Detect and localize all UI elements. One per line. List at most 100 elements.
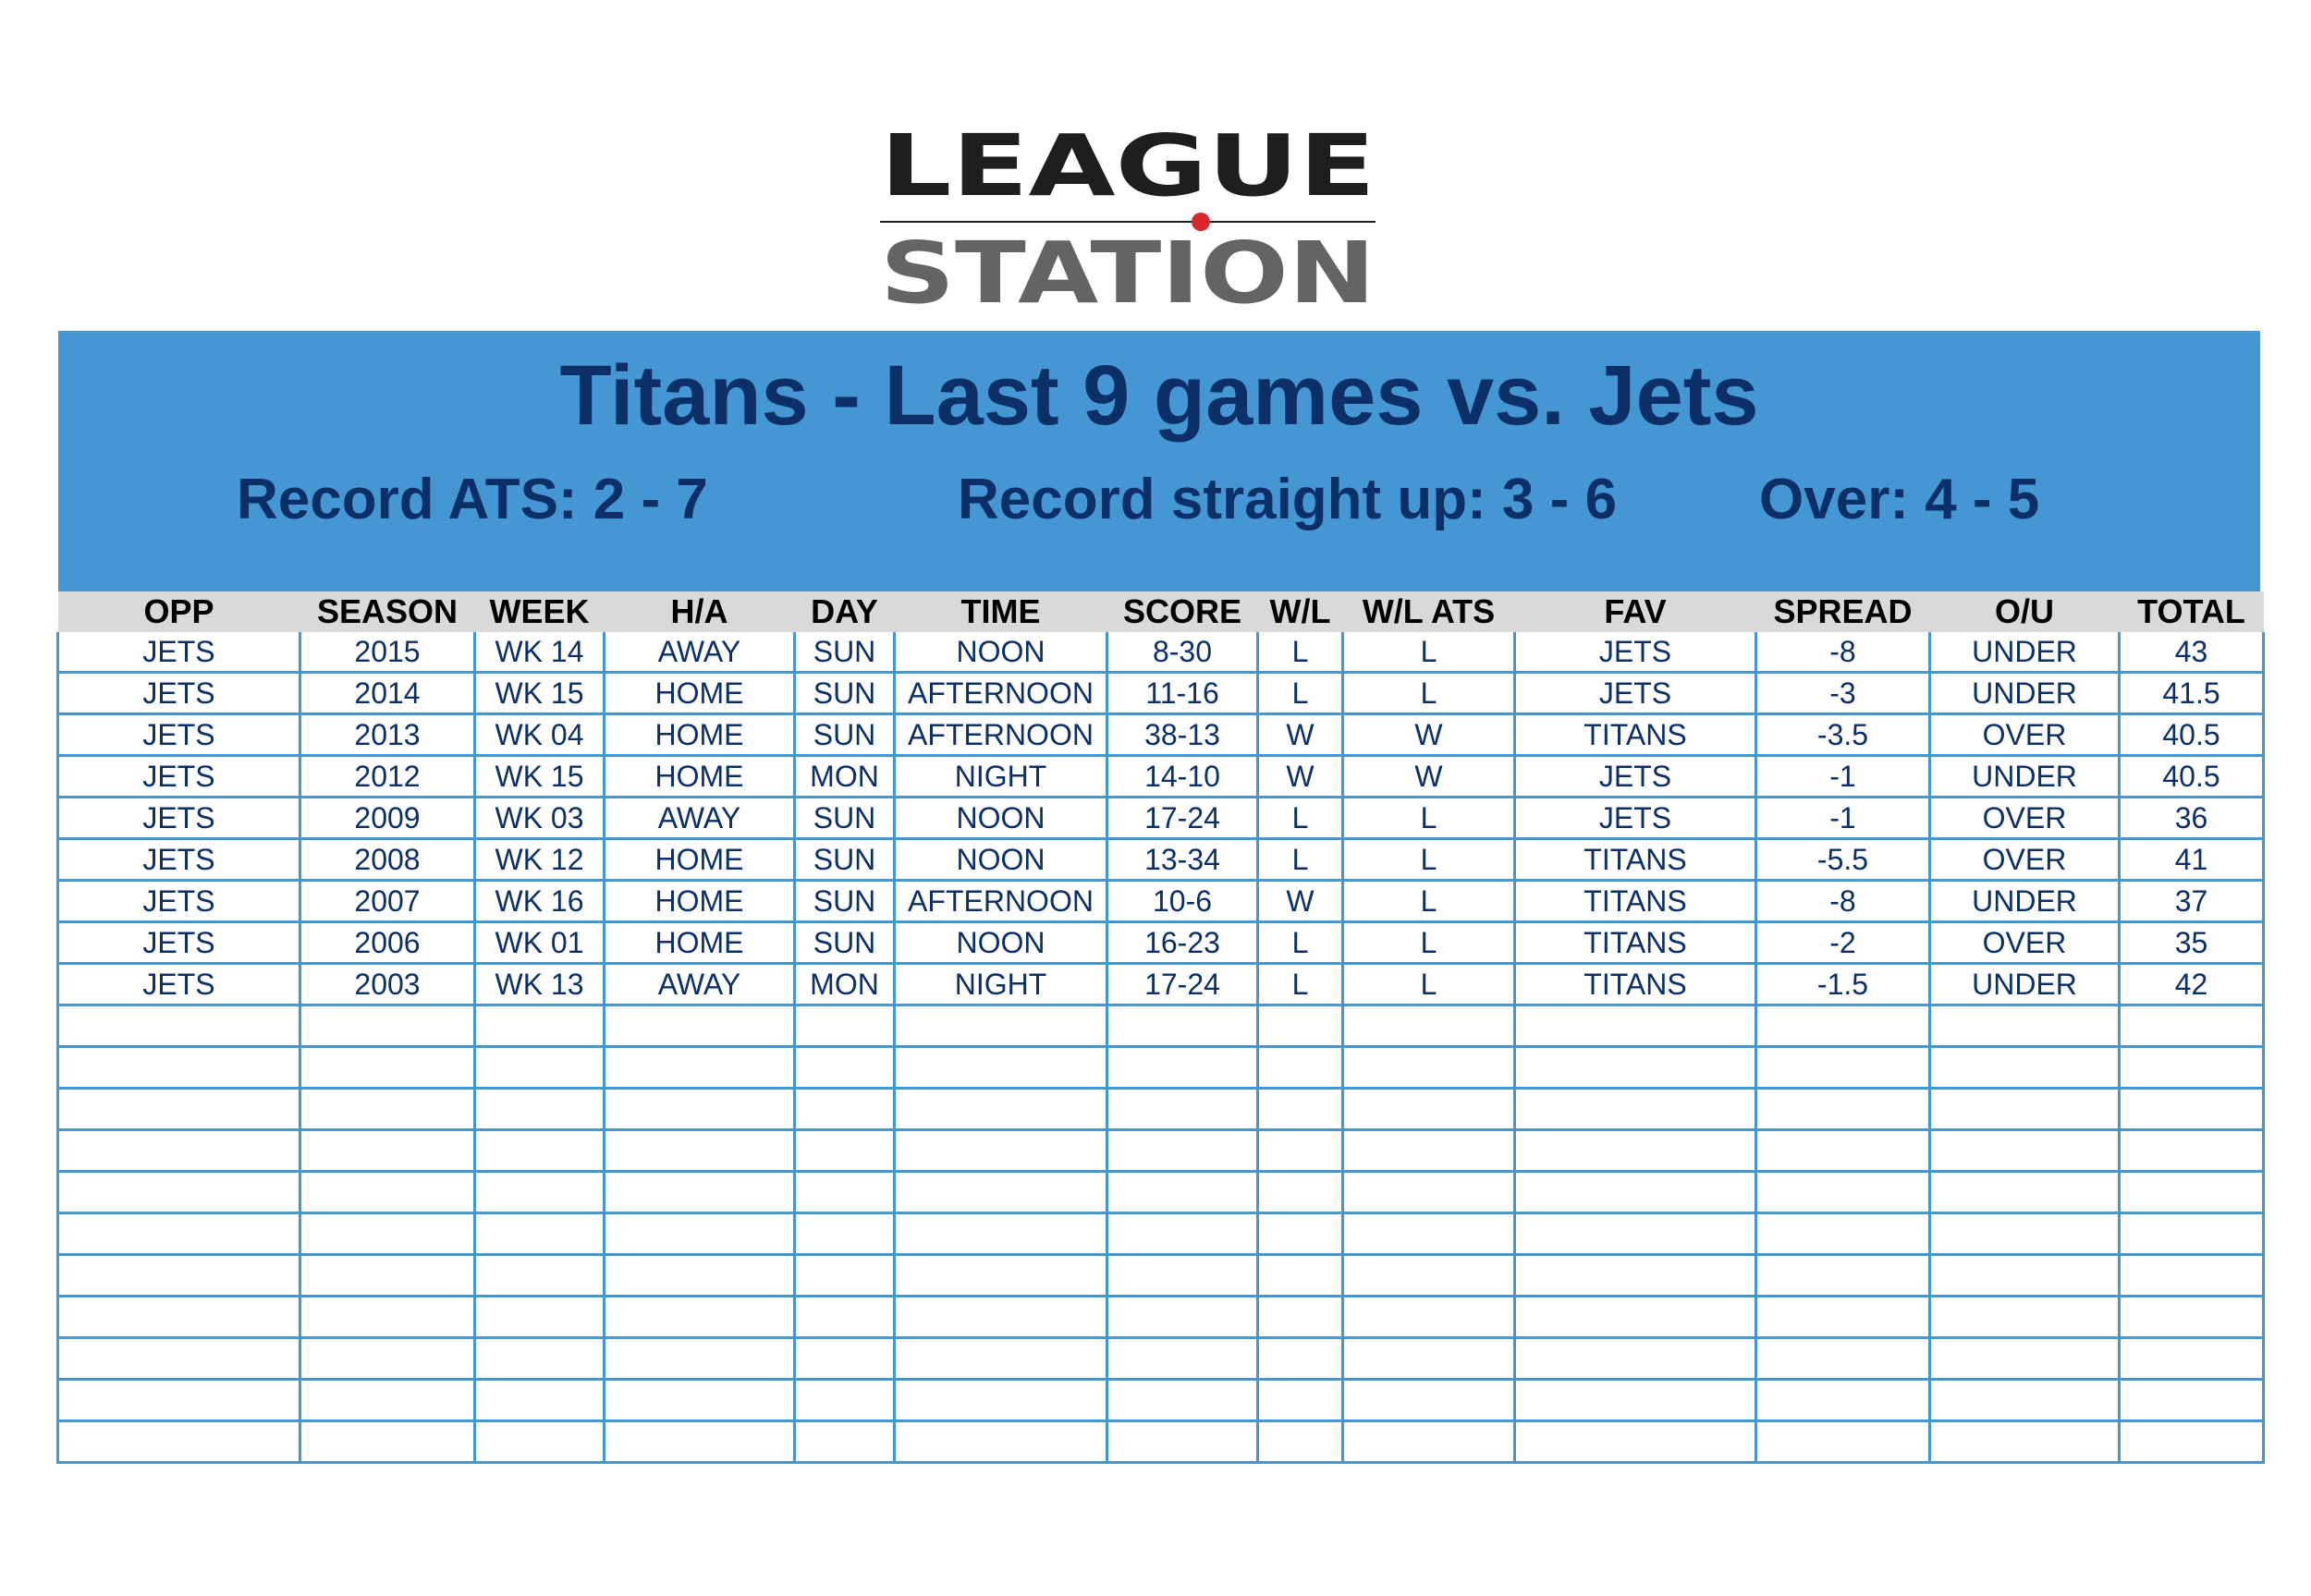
- empty-table-row: [56, 1087, 2265, 1131]
- empty-table-cell: [1513, 1378, 1757, 1422]
- table-cell: JETS: [1513, 754, 1757, 798]
- empty-table-cell: [1513, 1295, 1757, 1339]
- column-header-season: SEASON: [300, 591, 475, 632]
- empty-table-cell: [793, 1336, 896, 1381]
- empty-table-cell: [893, 1336, 1108, 1381]
- table-cell: TITANS: [1513, 713, 1757, 757]
- games-table: OPP SEASON WEEK H/A DAY TIME SCORE W/L W…: [56, 591, 2265, 1464]
- empty-table-cell: [793, 1212, 896, 1256]
- empty-table-cell: [1341, 1336, 1516, 1381]
- empty-table-cell: [299, 1295, 476, 1339]
- empty-table-cell: [473, 1419, 605, 1464]
- table-cell: JETS: [56, 754, 301, 798]
- table-cell: -8: [1755, 632, 1931, 674]
- empty-table-cell: [1513, 1253, 1757, 1298]
- empty-table-cell: [1341, 1212, 1516, 1256]
- empty-table-cell: [1256, 1336, 1344, 1381]
- empty-table-cell: [1106, 1128, 1259, 1173]
- table-cell: -3: [1755, 671, 1931, 715]
- empty-table-cell: [1513, 1170, 1757, 1214]
- empty-table-cell: [793, 1170, 896, 1214]
- table-cell: SUN: [793, 837, 896, 882]
- over-under-record: Over: 4 - 5: [1759, 468, 2040, 531]
- table-cell: JETS: [56, 796, 301, 840]
- table-cell: JETS: [56, 632, 301, 674]
- empty-table-cell: [2118, 1045, 2265, 1090]
- empty-table-cell: [2118, 1253, 2265, 1298]
- empty-table-cell: [2118, 1128, 2265, 1173]
- empty-table-cell: [1513, 1128, 1757, 1173]
- empty-table-cell: [1106, 1087, 1259, 1131]
- table-cell: 17-24: [1106, 962, 1259, 1006]
- empty-table-cell: [1755, 1128, 1931, 1173]
- table-row: JETS 2012 WK 15 HOME MON NIGHT 14-10 W W JETS -1 UN…: [56, 754, 2265, 798]
- table-row: JETS 2003 WK 13 AWAY MON NIGHT 17-24 L L TITANS -1…: [56, 962, 2265, 1006]
- empty-table-row: [56, 1128, 2265, 1173]
- table-cell: SUN: [793, 879, 896, 923]
- empty-table-row: [56, 1419, 2265, 1464]
- empty-table-cell: [56, 1045, 301, 1090]
- record-ats: Record ATS: 2 - 7: [237, 468, 708, 531]
- table-cell: TITANS: [1513, 920, 1757, 965]
- empty-table-cell: [1513, 1212, 1757, 1256]
- table-cell: JETS: [56, 962, 301, 1006]
- table-cell: TITANS: [1513, 837, 1757, 882]
- empty-table-cell: [473, 1087, 605, 1131]
- empty-table-cell: [893, 1045, 1108, 1090]
- empty-table-cell: [1755, 1045, 1931, 1090]
- empty-table-cell: [1928, 1336, 2121, 1381]
- empty-table-cell: [1341, 1253, 1516, 1298]
- table-cell: JETS: [56, 671, 301, 715]
- table-cell: AFTERNOON: [893, 671, 1108, 715]
- empty-table-cell: [299, 1419, 476, 1464]
- table-cell: UNDER: [1928, 754, 2121, 798]
- empty-table-cell: [793, 1128, 896, 1173]
- empty-table-cell: [56, 1336, 301, 1381]
- table-cell: MON: [793, 962, 896, 1006]
- empty-table-cell: [1928, 1253, 2121, 1298]
- empty-table-cell: [1928, 1419, 2121, 1464]
- empty-table-cell: [1755, 1253, 1931, 1298]
- empty-table-cell: [473, 1170, 605, 1214]
- table-cell: 14-10: [1106, 754, 1259, 798]
- table-cell: AWAY: [603, 962, 796, 1006]
- empty-table-cell: [793, 1045, 896, 1090]
- empty-table-cell: [793, 1419, 896, 1464]
- table-cell: L: [1256, 632, 1344, 674]
- empty-table-cell: [1513, 1045, 1757, 1090]
- table-cell: SUN: [793, 796, 896, 840]
- table-cell: 36: [2118, 796, 2265, 840]
- empty-table-row: [56, 1045, 2265, 1090]
- empty-table-cell: [1256, 1004, 1344, 1048]
- empty-table-cell: [1256, 1170, 1344, 1214]
- column-header-total: TOTAL: [2119, 591, 2264, 632]
- empty-table-cell: [56, 1295, 301, 1339]
- table-cell: 10-6: [1106, 879, 1259, 923]
- empty-table-cell: [473, 1128, 605, 1173]
- table-cell: 17-24: [1106, 796, 1259, 840]
- table-cell: 2015: [299, 632, 476, 674]
- empty-table-cell: [603, 1045, 796, 1090]
- table-cell: JETS: [56, 879, 301, 923]
- empty-table-cell: [2118, 1419, 2265, 1464]
- table-cell: L: [1341, 962, 1516, 1006]
- empty-table-cell: [603, 1212, 796, 1256]
- empty-table-cell: [1755, 1212, 1931, 1256]
- table-cell: UNDER: [1928, 671, 2121, 715]
- column-header-spread: SPREAD: [1755, 591, 1930, 632]
- table-cell: -5.5: [1755, 837, 1931, 882]
- empty-table-cell: [56, 1128, 301, 1173]
- table-cell: 2013: [299, 713, 476, 757]
- table-cell: W: [1341, 713, 1516, 757]
- empty-table-cell: [893, 1419, 1108, 1464]
- empty-table-cell: [1256, 1295, 1344, 1339]
- table-cell: UNDER: [1928, 879, 2121, 923]
- table-cell: WK 15: [473, 754, 605, 798]
- column-header-time: TIME: [894, 591, 1107, 632]
- table-cell: HOME: [603, 671, 796, 715]
- table-cell: HOME: [603, 837, 796, 882]
- empty-table-cell: [1256, 1045, 1344, 1090]
- empty-table-cell: [793, 1295, 896, 1339]
- column-header-home-away: H/A: [604, 591, 795, 632]
- table-row: JETS 2008 WK 12 HOME SUN NOON 13-34 L L TITANS -5.…: [56, 837, 2265, 882]
